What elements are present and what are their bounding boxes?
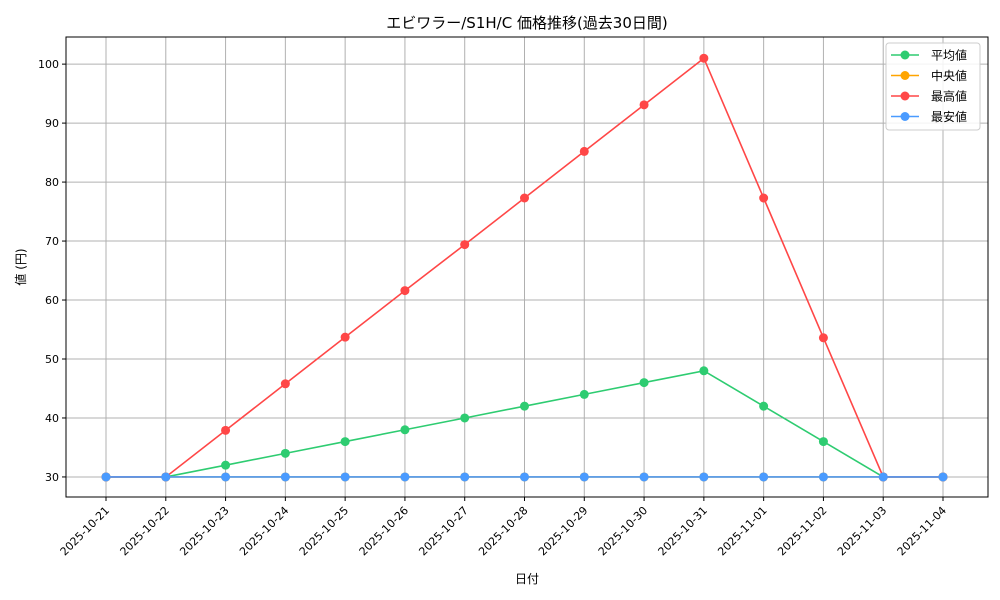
x-tick-label: 2025-10-29 — [536, 504, 590, 558]
data-point — [460, 413, 470, 423]
x-tick-label: 2025-11-01 — [715, 504, 769, 558]
x-tick-label: 2025-10-23 — [177, 504, 231, 558]
y-tick-label: 100 — [38, 58, 59, 71]
data-point — [101, 472, 111, 482]
data-point — [579, 472, 589, 482]
y-tick-label: 90 — [45, 117, 59, 130]
x-tick-label: 2025-10-27 — [416, 504, 470, 558]
y-tick-label: 60 — [45, 294, 59, 307]
data-point — [340, 472, 350, 482]
x-tick-label: 2025-10-21 — [58, 504, 112, 558]
y-tick-label: 40 — [45, 412, 59, 425]
data-point — [400, 425, 410, 435]
legend-marker — [900, 50, 910, 60]
legend-box — [885, 42, 981, 131]
data-point — [280, 379, 290, 389]
x-tick-label: 2025-11-03 — [835, 504, 889, 558]
data-point — [639, 378, 649, 388]
data-point — [818, 472, 828, 482]
data-point — [460, 240, 470, 250]
data-point — [221, 425, 231, 435]
data-point — [579, 389, 589, 399]
data-point — [340, 437, 350, 447]
data-point — [699, 53, 709, 63]
y-tick-label: 80 — [45, 176, 59, 189]
legend-label: 平均値 — [931, 48, 967, 63]
data-point — [280, 448, 290, 458]
legend-label: 中央値 — [931, 68, 967, 83]
data-point — [579, 146, 589, 156]
x-tick-label: 2025-10-25 — [297, 504, 351, 558]
data-point — [759, 193, 769, 203]
data-point — [221, 460, 231, 470]
data-point — [520, 472, 529, 482]
x-tick-label: 2025-10-31 — [656, 504, 710, 558]
data-point — [639, 100, 649, 110]
data-point — [818, 333, 828, 343]
legend-marker — [900, 91, 910, 101]
x-axis-label: 日付 — [515, 572, 539, 586]
data-point — [818, 437, 828, 447]
data-point — [520, 401, 529, 411]
data-point — [161, 472, 171, 482]
data-point — [878, 472, 888, 482]
chart-title: エビワラー/S1H/C 価格推移(過去30日間) — [386, 14, 668, 32]
x-tick-label: 2025-10-26 — [357, 504, 411, 558]
data-point — [520, 193, 529, 203]
data-point — [699, 472, 709, 482]
data-point — [340, 332, 350, 342]
y-tick-label: 50 — [45, 353, 59, 366]
y-tick-label: 30 — [45, 471, 59, 484]
y-tick-label: 70 — [45, 235, 59, 248]
data-point — [759, 472, 769, 482]
data-point — [221, 472, 231, 482]
data-point — [639, 472, 649, 482]
data-point — [460, 472, 470, 482]
data-point — [699, 366, 709, 376]
legend-label: 最安値 — [931, 109, 967, 124]
x-tick-label: 2025-11-04 — [895, 504, 949, 558]
x-tick-label: 2025-11-02 — [775, 504, 829, 558]
data-point — [280, 472, 290, 482]
x-tick-label: 2025-10-28 — [476, 504, 530, 558]
x-tick-label: 2025-10-30 — [596, 504, 650, 558]
data-point — [759, 401, 769, 411]
y-axis-label: 値 (円) — [13, 248, 28, 285]
series-3 — [101, 472, 948, 482]
legend-marker — [900, 71, 910, 80]
data-point — [400, 472, 410, 482]
legend-marker — [900, 112, 910, 121]
data-point — [938, 472, 948, 482]
plot-frame — [65, 36, 989, 498]
x-tick-label: 2025-10-22 — [118, 504, 172, 558]
x-tick-label: 2025-10-24 — [237, 504, 291, 558]
legend-label: 最高値 — [931, 89, 967, 104]
data-point — [400, 286, 410, 296]
